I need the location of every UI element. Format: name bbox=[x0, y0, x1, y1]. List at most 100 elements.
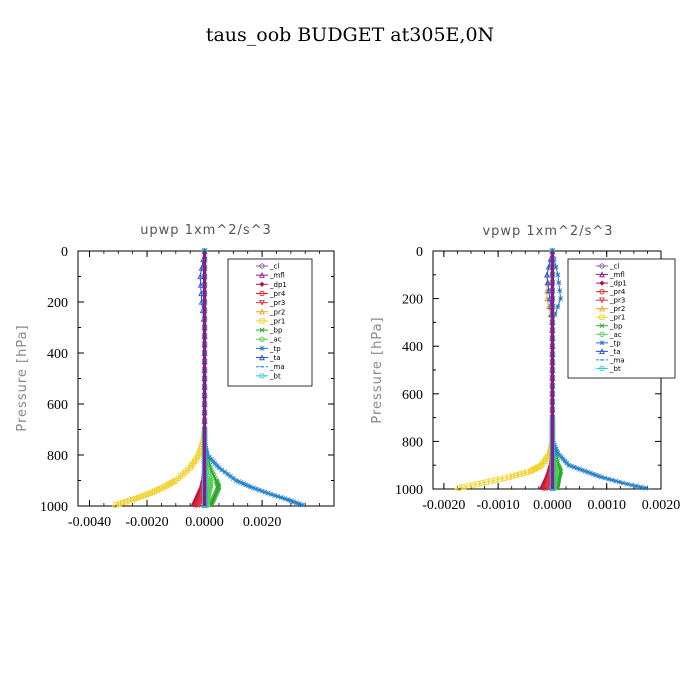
data-point bbox=[282, 496, 288, 502]
y-tick-label: 400 bbox=[402, 340, 423, 355]
legend-item: _tp bbox=[596, 339, 621, 347]
legend-item: _dp1 bbox=[256, 281, 287, 289]
legend-marker bbox=[599, 263, 605, 269]
x-tick-label: -0.0020 bbox=[125, 515, 168, 530]
x-tick-label: 0.0000 bbox=[185, 515, 224, 530]
data-point bbox=[524, 469, 530, 475]
legend-label: _pr2 bbox=[609, 305, 625, 313]
legend-label: _bt bbox=[269, 372, 281, 380]
data-point bbox=[520, 470, 527, 476]
data-point bbox=[130, 496, 136, 503]
legend-label: _pr1 bbox=[269, 317, 285, 325]
legend-item: _tp bbox=[256, 345, 281, 353]
data-point bbox=[196, 502, 203, 509]
data-point bbox=[544, 279, 551, 286]
legend-label: _pr3 bbox=[609, 297, 625, 305]
panel-vpwp: vpwp 1xm^2/s^3 Pressure [hPa] 0 200 400 600… bbox=[370, 224, 680, 513]
legend-marker bbox=[259, 336, 265, 342]
legend-label: _ma bbox=[609, 356, 625, 364]
main-title: taus_oob BUDGET at305E,0N bbox=[206, 24, 494, 46]
legend-label: _pr1 bbox=[609, 314, 625, 322]
legend-marker bbox=[259, 290, 265, 297]
legend-marker bbox=[599, 271, 605, 278]
x-tick-label: -0.0020 bbox=[422, 498, 465, 513]
y-tick-label: 400 bbox=[47, 347, 68, 362]
data-point bbox=[132, 495, 139, 502]
legend-item: _dp1 bbox=[596, 280, 627, 288]
legend-marker bbox=[259, 345, 265, 351]
data-point bbox=[509, 473, 516, 479]
x-tick-label: 0.0020 bbox=[243, 515, 282, 530]
legend-marker bbox=[599, 314, 605, 320]
data-point bbox=[544, 271, 550, 278]
data-point bbox=[113, 502, 119, 508]
legend-label: _cl bbox=[269, 263, 279, 271]
data-point bbox=[513, 472, 519, 478]
data-point bbox=[556, 280, 562, 286]
data-point bbox=[119, 500, 126, 506]
data-point bbox=[147, 490, 153, 496]
data-point bbox=[144, 491, 150, 497]
series-pr1 bbox=[454, 248, 556, 491]
legend: _cl_mfl_dp1_pr4_pr3_pr2_pr1_bp_ac_tp_ta_… bbox=[227, 258, 313, 387]
data-point bbox=[299, 502, 305, 508]
legend-marker bbox=[259, 327, 265, 333]
legend: _cl_mfl_dp1_pr4_pr3_pr2_pr1_bp_ac_tp_ta_… bbox=[567, 258, 676, 379]
legend-item: _pr4 bbox=[596, 288, 626, 296]
y-tick-label: 0 bbox=[416, 245, 423, 260]
panel-upwp: upwp 1xm^2/s^3 Pressure [hPa] 0 200 400 600… bbox=[15, 223, 335, 530]
legend-label: _cl bbox=[609, 263, 619, 271]
legend-item: _pr3 bbox=[596, 297, 625, 305]
legend-marker bbox=[259, 308, 265, 315]
data-point bbox=[456, 485, 462, 491]
x-tick-label: -0.0040 bbox=[68, 515, 111, 530]
legend-item: _ma bbox=[596, 356, 625, 364]
legend-marker bbox=[259, 271, 265, 278]
legend-marker bbox=[599, 340, 605, 346]
legend-item: _bt bbox=[596, 365, 621, 373]
data-point bbox=[555, 272, 561, 278]
data-point bbox=[558, 296, 564, 302]
y-tick-label: 0 bbox=[61, 245, 68, 260]
y-axis-label: Pressure [hPa] bbox=[15, 324, 30, 431]
legend-item: _bp bbox=[256, 327, 283, 335]
legend-label: _pr3 bbox=[269, 299, 285, 307]
legend-marker bbox=[259, 281, 265, 287]
data-point bbox=[123, 499, 129, 505]
legend-item: _pr1 bbox=[256, 317, 285, 325]
legend-label: _bt bbox=[609, 365, 621, 373]
legend-label: _bp bbox=[609, 322, 623, 330]
legend-label: _ta bbox=[609, 348, 621, 356]
legend-marker bbox=[259, 354, 265, 361]
data-point bbox=[544, 485, 551, 492]
data-point bbox=[285, 497, 291, 503]
legend-item: _pr2 bbox=[256, 308, 285, 316]
data-point bbox=[288, 498, 294, 504]
legend-label: _pr4 bbox=[269, 290, 286, 298]
series-pr1 bbox=[112, 248, 208, 508]
data-point bbox=[291, 499, 297, 505]
legend-label: _tp bbox=[609, 339, 621, 347]
x-tick-label: 0.0010 bbox=[587, 498, 626, 513]
data-point bbox=[557, 288, 563, 294]
data-point bbox=[555, 304, 561, 309]
legend-label: _ac bbox=[609, 331, 622, 339]
legend-label: _pr2 bbox=[269, 308, 285, 316]
y-tick-label: 800 bbox=[402, 435, 423, 450]
y-tick-label: 200 bbox=[47, 296, 68, 311]
legend-item: _ta bbox=[256, 354, 281, 362]
data-point bbox=[553, 264, 559, 270]
panel-title: upwp 1xm^2/s^3 bbox=[140, 223, 272, 238]
data-point bbox=[528, 468, 534, 474]
legend-item: _mfl bbox=[596, 271, 625, 279]
legend-item: _pr1 bbox=[596, 314, 625, 322]
y-tick-label: 600 bbox=[47, 398, 68, 413]
legend-label: _ma bbox=[269, 363, 285, 371]
legend-item: _ma bbox=[256, 363, 285, 371]
y-tick-label: 800 bbox=[47, 449, 68, 464]
legend-box bbox=[227, 258, 313, 387]
legend-marker bbox=[599, 305, 605, 312]
legend-item: _cl bbox=[596, 263, 619, 271]
legend-item: _ac bbox=[256, 336, 282, 344]
legend-label: _pr4 bbox=[609, 288, 626, 296]
